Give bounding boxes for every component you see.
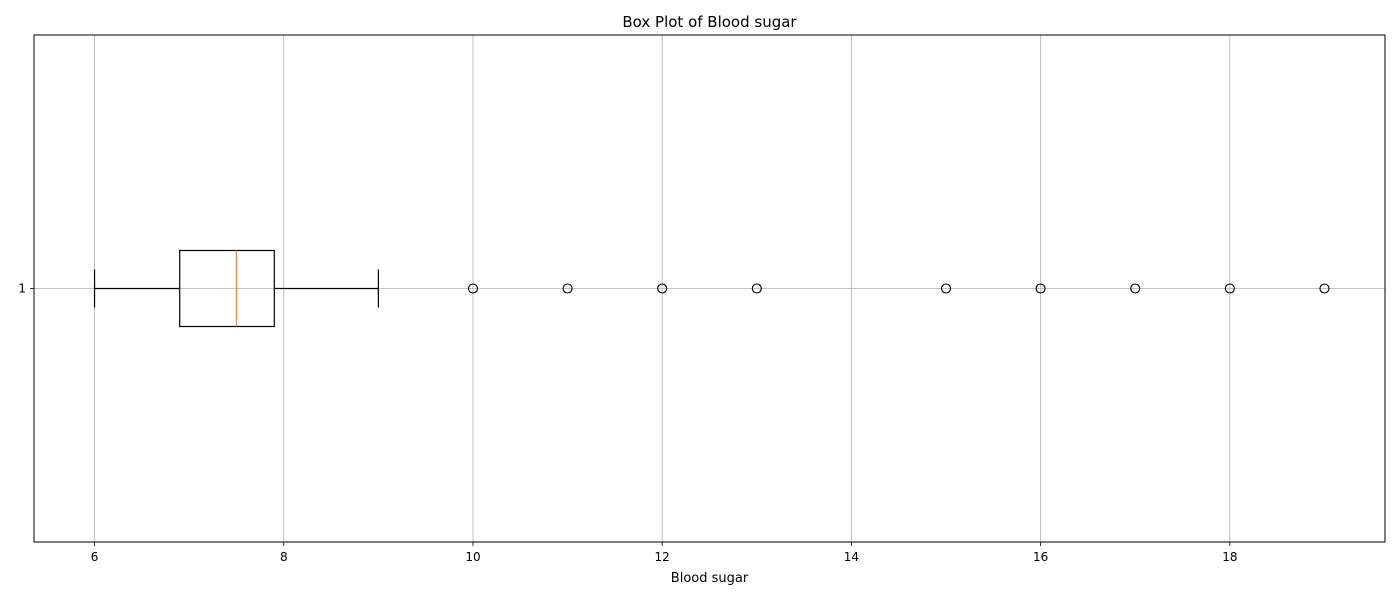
outlier-point [1224, 283, 1235, 294]
outlier-point [1319, 283, 1330, 294]
x-tick-label: 18 [1222, 550, 1237, 564]
outlier-point [1035, 283, 1046, 294]
outlier-point [467, 283, 479, 294]
x-axis-ticks: 6 8 10 12 14 16 18 [91, 542, 1237, 564]
outlier-point [751, 283, 762, 294]
x-tick-label: 10 [465, 550, 480, 564]
x-tick-label: 6 [91, 550, 99, 564]
x-tick-label: 16 [1033, 550, 1048, 564]
box-layer [93, 249, 379, 328]
chart-title: Box Plot of Blood sugar [622, 13, 797, 31]
grid-lines [34, 35, 1385, 542]
x-axis-label: Blood sugar [671, 571, 749, 586]
y-tick-label: 1 [18, 282, 26, 296]
outlier-layer [467, 283, 1330, 294]
outlier-point [1130, 283, 1141, 294]
x-tick-label: 14 [844, 550, 859, 564]
x-tick-label: 12 [655, 550, 670, 564]
outlier-point [940, 283, 952, 294]
y-axis-ticks: 1 [18, 282, 34, 296]
iqr-box [179, 249, 275, 328]
outlier-point [562, 283, 573, 294]
outlier-point [657, 283, 668, 294]
x-tick-label: 8 [280, 550, 288, 564]
